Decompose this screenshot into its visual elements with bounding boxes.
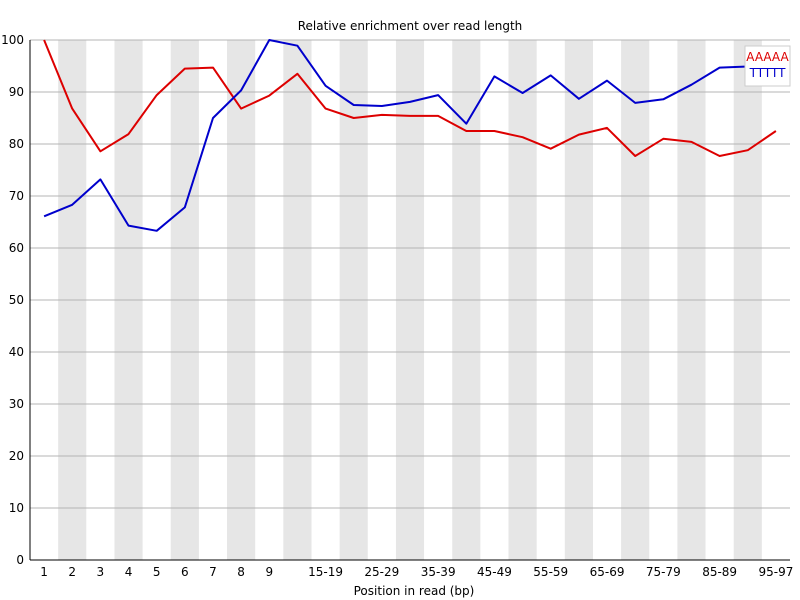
x-tick-3: 3 [97,565,105,579]
x-tick-1: 1 [40,565,48,579]
legend-entry-ttttt: TTTTT [749,66,786,80]
x-tick-5: 5 [153,565,161,579]
legend-entry-aaaaa: AAAAA [746,50,789,64]
x-tick-4: 4 [125,565,133,579]
x-tick-9: 9 [265,565,273,579]
y-tick-0: 0 [16,553,24,567]
y-tick-10: 10 [9,501,24,515]
y-tick-labels: 0 10 20 30 40 50 60 70 80 90 100 [1,33,24,567]
x-tick-95-97: 95-97 [758,565,793,579]
y-tick-100: 100 [1,33,24,47]
x-tick-labels: 1 2 3 4 5 6 7 8 9 15-19 25-29 35-39 45-49 55-59 65-69 7… [40,565,793,579]
y-tick-90: 90 [9,85,24,99]
x-tick-45-49: 45-49 [477,565,512,579]
x-tick-2: 2 [68,565,76,579]
y-tick-60: 60 [9,241,24,255]
x-tick-15-19: 15-19 [308,565,343,579]
x-tick-55-59: 55-59 [533,565,568,579]
series-line-aaaaa [43,39,777,157]
chart-title: Relative enrichment over read length [298,19,523,33]
y-tick-40: 40 [9,345,24,359]
legend: AAAAA TTTTT [744,45,791,87]
axes [29,40,790,561]
x-tick-25-29: 25-29 [364,565,399,579]
x-tick-7: 7 [209,565,217,579]
y-tick-80: 80 [9,137,24,151]
x-tick-6: 6 [181,565,189,579]
y-tick-30: 30 [9,397,24,411]
x-tick-75-79: 75-79 [646,565,681,579]
x-tick-8: 8 [237,565,245,579]
series-line-ttttt [43,39,748,232]
y-tick-20: 20 [9,449,24,463]
y-tick-50: 50 [9,293,24,307]
x-tick-35-39: 35-39 [421,565,456,579]
x-axis-label: Position in read (bp) [354,584,475,598]
x-tick-85-89: 85-89 [702,565,737,579]
series-lines [43,39,777,232]
x-tick-65-69: 65-69 [590,565,625,579]
y-tick-70: 70 [9,189,24,203]
legend-box [744,45,791,87]
